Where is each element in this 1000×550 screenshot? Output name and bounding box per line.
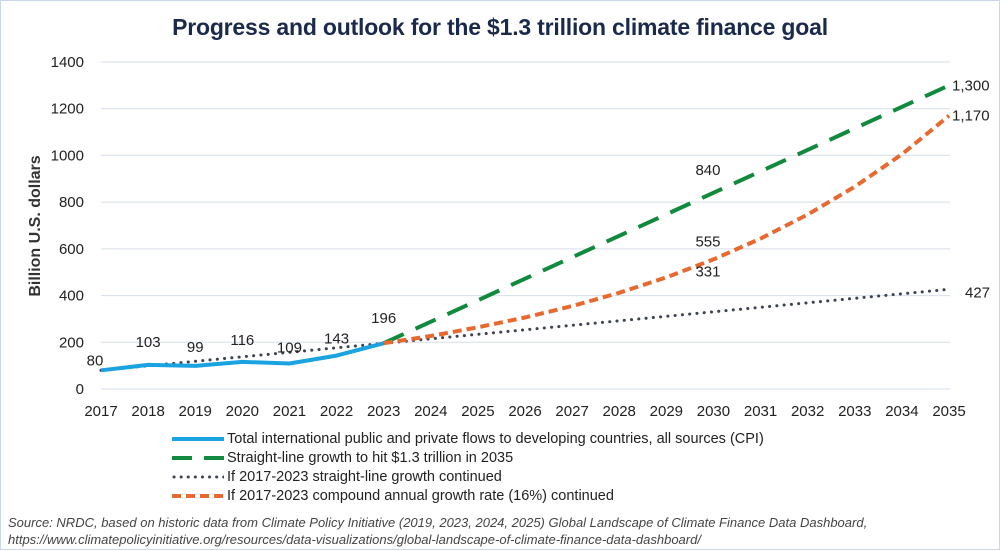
x-tick-label: 2026: [508, 403, 541, 420]
x-tick-label: 2027: [555, 403, 588, 420]
x-tick-label: 2021: [273, 403, 306, 420]
legend-label: If 2017-2023 compound annual growth rate…: [227, 487, 614, 504]
legend-label: If 2017-2023 straight-line growth contin…: [227, 468, 502, 485]
y-tick-label: 800: [59, 194, 84, 211]
data-label: 1,170: [952, 108, 990, 125]
legend-label: Total international public and private f…: [227, 430, 764, 447]
data-label: 427: [965, 284, 990, 301]
legend: Total international public and private f…: [172, 429, 764, 505]
series-line-dotted: [99, 287, 951, 372]
data-label: 80: [87, 352, 104, 369]
x-tick-label: 2017: [84, 403, 117, 420]
data-label: 109: [277, 340, 302, 357]
series-line-short-dash: [383, 114, 951, 346]
data-label: 1,300: [952, 77, 990, 94]
legend-item-cagr: If 2017-2023 compound annual growth rate…: [172, 486, 764, 505]
source-url: https://www.climatepolicyinitiative.org/…: [8, 532, 701, 547]
x-tick-label: 2018: [131, 403, 164, 420]
x-tick-label: 2035: [932, 403, 965, 420]
y-tick-label: 200: [59, 334, 84, 351]
x-tick-label: 2029: [650, 403, 683, 420]
x-tick-label: 2024: [414, 403, 447, 420]
legend-item-straight-to-goal: Straight-line growth to hit $1.3 trillio…: [172, 448, 764, 467]
y-tick-label: 400: [59, 288, 84, 305]
x-tick-label: 2028: [603, 403, 636, 420]
data-label: 555: [695, 233, 720, 250]
x-tick-label: 2025: [461, 403, 494, 420]
legend-label: Straight-line growth to hit $1.3 trillio…: [227, 449, 514, 466]
y-tick-label: 1400: [51, 54, 84, 71]
legend-item-cpi: Total international public and private f…: [172, 429, 764, 448]
legend-swatch-dotted: [172, 475, 224, 478]
legend-swatch-short-dash: [172, 493, 224, 498]
data-label: 99: [187, 339, 204, 356]
x-tick-label: 2030: [697, 403, 730, 420]
data-label: 331: [695, 264, 720, 281]
data-label: 116: [230, 332, 254, 349]
source-note: Source: NRDC, based on historic data fro…: [8, 514, 867, 548]
y-tick-label: 1000: [51, 147, 84, 164]
y-tick-label: 1200: [51, 101, 84, 118]
y-tick-label: 0: [76, 381, 84, 398]
x-tick-label: 2031: [744, 403, 777, 420]
y-tick-label: 600: [59, 241, 84, 258]
data-label: 143: [324, 331, 349, 348]
data-label: 196: [371, 310, 396, 327]
x-tick-label: 2019: [179, 403, 212, 420]
series-line-long-dash: [382, 83, 950, 346]
x-tick-label: 2023: [367, 403, 400, 420]
chart-title: Progress and outlook for the $1.3 trilli…: [172, 14, 828, 40]
data-label: 103: [136, 334, 161, 351]
x-tick-label: 2032: [791, 403, 824, 420]
series-line-solid: [100, 341, 385, 373]
x-tick-label: 2033: [838, 403, 871, 420]
source-text: Source: NRDC, based on historic data fro…: [8, 515, 868, 530]
legend-item-straight-continued: If 2017-2023 straight-line growth contin…: [172, 467, 764, 486]
data-label: 840: [695, 162, 720, 179]
legend-swatch-solid: [172, 436, 224, 441]
legend-swatch-long-dash: [172, 455, 224, 460]
x-tick-label: 2020: [226, 403, 259, 420]
x-tick-label: 2034: [885, 403, 918, 420]
x-tick-label: 2022: [320, 403, 353, 420]
